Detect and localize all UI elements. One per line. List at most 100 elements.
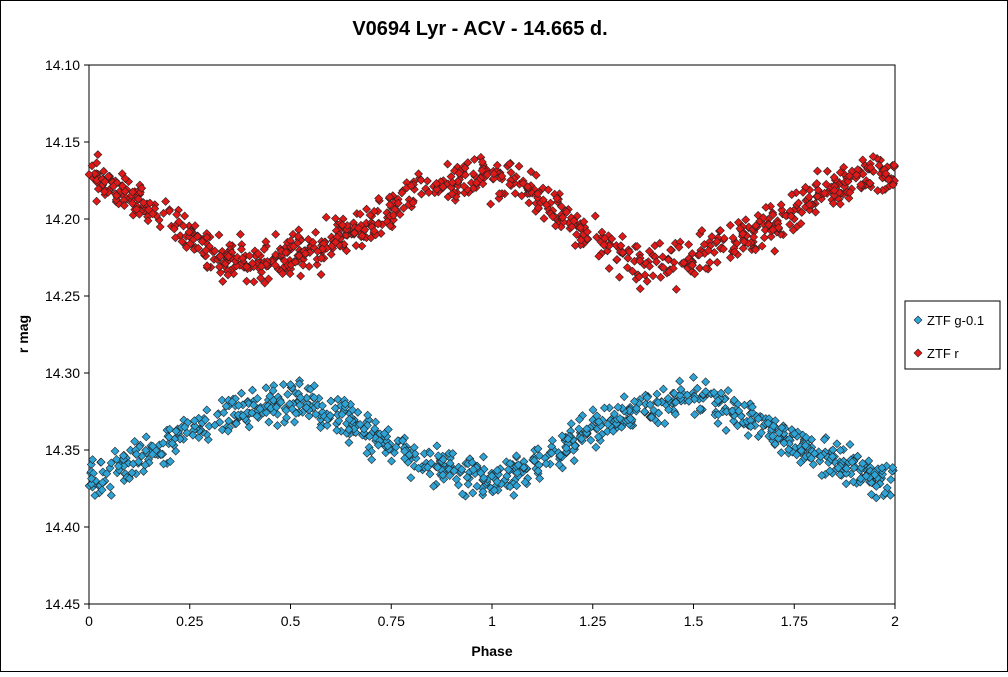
data-point bbox=[617, 422, 626, 432]
data-point bbox=[653, 398, 663, 407]
data-point bbox=[676, 384, 686, 394]
data-point bbox=[794, 198, 803, 208]
data-point bbox=[699, 239, 709, 249]
data-point bbox=[362, 204, 371, 214]
data-point bbox=[144, 205, 154, 215]
data-point bbox=[119, 451, 128, 461]
data-point bbox=[217, 395, 227, 405]
data-point bbox=[728, 406, 737, 416]
data-point bbox=[286, 380, 295, 390]
data-point bbox=[829, 190, 839, 200]
data-point bbox=[238, 411, 248, 421]
data-point bbox=[723, 386, 733, 395]
data-point bbox=[217, 425, 227, 435]
data-point bbox=[355, 209, 365, 219]
data-point bbox=[712, 257, 722, 267]
data-point bbox=[304, 262, 314, 271]
data-point bbox=[411, 453, 421, 463]
data-point bbox=[715, 226, 725, 235]
data-point bbox=[562, 207, 572, 217]
data-point bbox=[276, 397, 286, 407]
data-point bbox=[669, 388, 679, 398]
data-point bbox=[730, 247, 739, 257]
data-point bbox=[594, 251, 604, 261]
data-point bbox=[784, 445, 794, 454]
y-tick-label: 14.45 bbox=[45, 596, 80, 612]
data-point bbox=[447, 177, 457, 187]
data-point bbox=[450, 166, 459, 176]
data-point bbox=[331, 237, 341, 247]
x-tick-label: 1.25 bbox=[579, 613, 606, 629]
data-point bbox=[92, 196, 102, 206]
data-point bbox=[539, 214, 549, 223]
data-point bbox=[591, 442, 601, 452]
data-point bbox=[283, 389, 293, 399]
data-point bbox=[690, 410, 700, 420]
data-point bbox=[362, 448, 372, 458]
data-point bbox=[172, 210, 182, 219]
data-point bbox=[110, 446, 120, 456]
data-point bbox=[655, 238, 665, 248]
data-point bbox=[445, 471, 455, 480]
data-point bbox=[828, 198, 838, 208]
data-point bbox=[416, 175, 426, 185]
data-point bbox=[264, 274, 273, 284]
data-point bbox=[218, 276, 228, 286]
data-point bbox=[414, 463, 423, 473]
data-point bbox=[373, 219, 383, 229]
data-point bbox=[797, 207, 807, 217]
data-point bbox=[625, 247, 634, 257]
data-point bbox=[285, 269, 295, 279]
data-point bbox=[505, 180, 515, 189]
data-point bbox=[675, 376, 685, 386]
data-point bbox=[264, 417, 274, 427]
data-point bbox=[701, 377, 711, 387]
data-point bbox=[856, 180, 866, 190]
x-tick-label: 0.25 bbox=[176, 613, 203, 629]
data-point bbox=[189, 416, 199, 426]
data-point bbox=[294, 379, 304, 389]
x-axis-ticks: 0 0.25 0.5 0.75 1 1.25 1.5 1.75 2 bbox=[85, 604, 899, 629]
data-point bbox=[253, 249, 263, 258]
data-point bbox=[548, 212, 558, 222]
data-point bbox=[202, 233, 212, 242]
data-point bbox=[790, 429, 799, 439]
data-point bbox=[472, 178, 481, 188]
data-point bbox=[734, 406, 744, 416]
data-point bbox=[93, 184, 103, 194]
data-point bbox=[751, 221, 761, 231]
data-point bbox=[261, 237, 271, 247]
data-point bbox=[664, 405, 674, 415]
data-point bbox=[139, 466, 148, 476]
data-point bbox=[796, 219, 806, 228]
data-point bbox=[312, 260, 322, 270]
data-point bbox=[570, 241, 580, 250]
data-point bbox=[333, 394, 343, 404]
data-point bbox=[108, 181, 118, 191]
data-point bbox=[801, 441, 810, 450]
data-point bbox=[728, 233, 738, 243]
data-point bbox=[835, 445, 845, 455]
data-point bbox=[517, 191, 527, 201]
data-point bbox=[753, 210, 763, 220]
data-point bbox=[161, 197, 171, 206]
data-point bbox=[397, 188, 407, 198]
data-point bbox=[158, 438, 168, 448]
y-tick-label: 14.25 bbox=[45, 288, 80, 304]
data-point bbox=[234, 400, 244, 410]
data-point bbox=[866, 489, 876, 499]
data-point bbox=[385, 200, 395, 210]
data-point bbox=[582, 424, 592, 434]
data-point bbox=[796, 446, 806, 455]
data-point bbox=[671, 397, 681, 407]
data-point bbox=[87, 479, 96, 489]
data-point bbox=[663, 393, 673, 403]
data-point bbox=[701, 263, 711, 273]
data-point bbox=[684, 240, 694, 249]
data-point bbox=[224, 252, 233, 261]
data-point bbox=[701, 387, 711, 397]
data-point bbox=[169, 224, 179, 234]
chart-title: V0694 Lyr - ACV - 14.665 d. bbox=[352, 18, 607, 40]
data-point bbox=[841, 468, 851, 478]
